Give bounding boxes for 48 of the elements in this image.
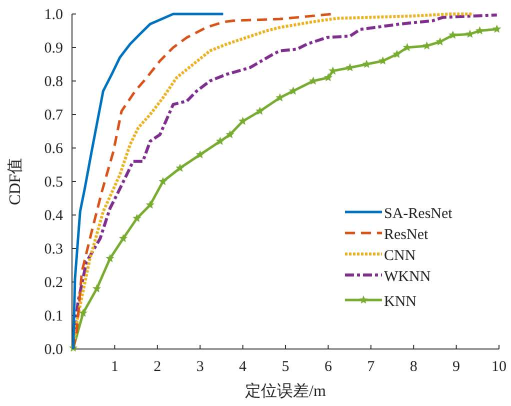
point	[476, 26, 484, 34]
point	[226, 130, 234, 138]
x-tick-label: 4	[239, 359, 248, 375]
point	[146, 200, 154, 209]
y-tick-label: 0.3	[44, 242, 63, 258]
x-axis-title: 定位误差/m	[245, 382, 326, 400]
point	[92, 284, 102, 292]
y-tick-label: 1.0	[44, 7, 63, 23]
point	[118, 234, 128, 242]
point	[176, 164, 184, 172]
point	[238, 116, 248, 125]
x-tick-label: 2	[154, 359, 162, 375]
y-tick-label: 0.9	[44, 40, 63, 56]
x-tick-label: 5	[282, 359, 290, 375]
legend-label: CNN	[384, 248, 416, 264]
point	[492, 24, 502, 33]
point	[196, 150, 204, 158]
x-tick-label: 8	[410, 359, 418, 375]
point	[288, 86, 298, 95]
point	[78, 308, 88, 317]
legend-label: SA-ResNet	[384, 206, 454, 222]
point	[256, 106, 264, 115]
legend-label: KNN	[384, 294, 417, 310]
point	[324, 73, 332, 82]
point	[106, 254, 114, 262]
x-tick-label: 10	[492, 359, 506, 375]
point	[276, 93, 284, 102]
y-tick-label: 0.8	[44, 74, 63, 90]
y-tick-label: 0.6	[44, 141, 64, 157]
point	[132, 214, 142, 222]
x-tick-label: 7	[367, 359, 376, 375]
y-tick-label: 0.1	[44, 308, 63, 324]
y-tick-label: 0.4	[44, 208, 64, 224]
y-tick-label: 0.0	[44, 342, 63, 358]
y-tick-label: 0.7	[44, 108, 64, 124]
x-tick-label: 1	[110, 359, 118, 375]
point	[158, 177, 168, 186]
y-axis-title: CDF值	[7, 158, 24, 206]
point	[216, 136, 224, 145]
y-tick-label: 0.5	[44, 174, 63, 190]
legend-label: WKNN	[384, 269, 431, 285]
x-tick-label: 6	[324, 359, 332, 375]
y-tick-label: 0.2	[44, 275, 63, 291]
point	[392, 50, 402, 58]
point	[448, 30, 458, 39]
x-tick-label: 9	[452, 359, 460, 375]
x-tick-label: 3	[196, 359, 204, 375]
legend-label: ResNet	[384, 227, 429, 243]
